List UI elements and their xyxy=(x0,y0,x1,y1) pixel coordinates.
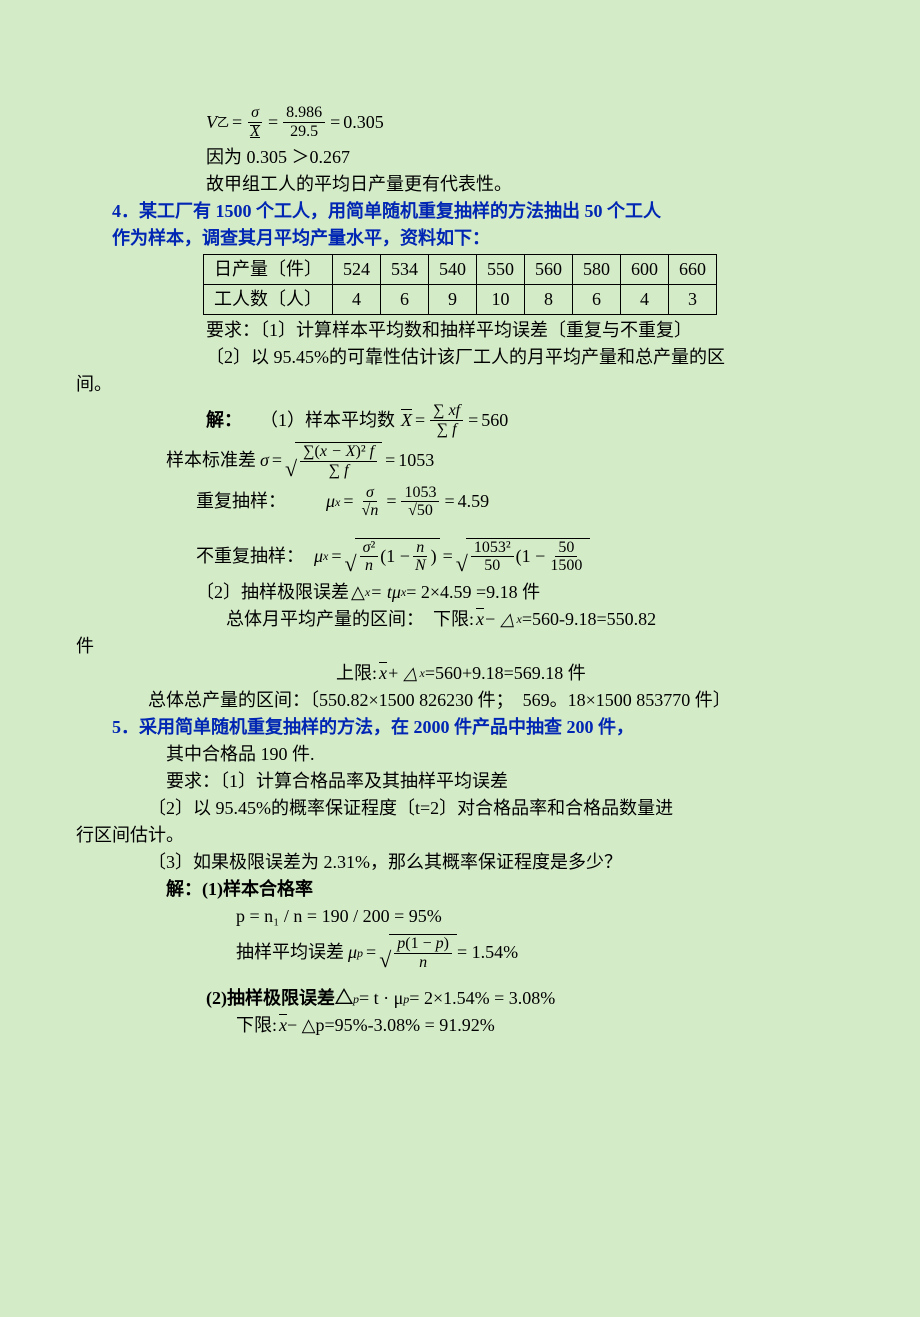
q5-mu: 抽样平均误差 μp = √ p(1 − p)n = 1.54% xyxy=(76,934,844,971)
limit-error: 〔2〕抽样极限误差 △x = tμx = 2×4.59 =9.18 件 xyxy=(76,579,844,606)
q5-p-eq: p = n₁ / n = 190 / 200 = 95% xyxy=(76,903,844,930)
std-label: 样本标准差 xyxy=(166,447,256,474)
q5-lower: 下限: x − △p=95%-3.08% = 91.92% xyxy=(76,1012,844,1039)
interval-upper: 上限: x + △x =560+9.18=569.18 件 xyxy=(76,660,844,687)
table-row: 工人数〔人〕 4 6 9 10 8 6 4 3 xyxy=(204,285,717,315)
table-row: 日产量〔件〕 524 534 540 550 560 580 600 660 xyxy=(204,255,717,285)
q5-l2: 其中合格品 190 件. xyxy=(76,741,844,768)
sol-label: 解： xyxy=(206,407,242,434)
q5-req2b: 行区间估计。 xyxy=(76,822,844,849)
conclusion-line: 故甲组工人的平均日产量更有代表性。 xyxy=(76,171,844,198)
solution-mean: 解： （1）样本平均数 X = ∑ xf∑ f = 560 xyxy=(76,402,844,438)
requirement-2b: 间。 xyxy=(76,371,844,398)
nonrepeated-sampling: 不重复抽样： μx = √ σ²n (1 − nN ) = √ 1053²50 … xyxy=(76,538,844,575)
q4-line2: 作为样本，调查其月平均产量水平，资料如下： xyxy=(76,225,844,252)
interval-lower: 总体月平均产量的区间： 下限: x − △x =560-9.18=550.82 xyxy=(76,606,844,633)
q5-req3: 〔3〕如果极限误差为 2.31%，那么其概率保证程度是多少？ xyxy=(76,849,844,876)
q5-mu-label: 抽样平均误差 xyxy=(236,939,344,966)
repeated-sampling: 重复抽样： μx = σ√n = 1053√50 = 4.59 xyxy=(76,484,844,520)
norep-label: 不重复抽样： xyxy=(196,543,304,570)
document-page: V乙 = σX = 8.98629.5 = 0.305 因为 0.305 ＞0.… xyxy=(0,0,920,1079)
q5-sol: 解：(1)样本合格率 xyxy=(76,876,844,903)
requirement-1: 要求：〔1〕计算样本平均数和抽样平均误差〔重复与不重复〕 xyxy=(76,317,844,344)
interval-lower-unit: 件 xyxy=(76,633,844,660)
solution-std: 样本标准差 σ= √ ∑(x − X)² f∑ f =1053 xyxy=(76,442,844,479)
q5-title: 5．采用简单随机重复抽样的方法，在 2000 件产品中抽查 200 件， xyxy=(76,714,844,741)
eq-vz: V乙 = σX = 8.98629.5 = 0.305 xyxy=(76,104,844,140)
q5-req1: 要求：〔1〕计算合格品率及其抽样平均误差 xyxy=(76,768,844,795)
production-table: 日产量〔件〕 524 534 540 550 560 580 600 660 工… xyxy=(203,254,717,315)
vz-sub: 乙 xyxy=(217,113,229,131)
total-range: 总体总产量的区间：〔550.82×1500 826230 件； 569。18×1… xyxy=(76,687,844,714)
vz-lhs: V xyxy=(206,109,217,136)
requirement-2a: 〔2〕以 95.45%的可靠性估计该厂工人的月平均产量和总产量的区 xyxy=(76,344,844,371)
sol1-label: （1）样本平均数 xyxy=(260,407,395,434)
q5-req2a: 〔2〕以 95.45%的概率保证程度〔t=2〕对合格品率和合格品数量进 xyxy=(76,795,844,822)
q4-line1: 4．某工厂有 1500 个工人，用简单随机重复抽样的方法抽出 50 个工人 xyxy=(76,198,844,225)
q5-part2: (2)抽样极限误差△p = t · μp = 2×1.54% = 3.08% xyxy=(76,985,844,1012)
compare-line: 因为 0.305 ＞0.267 xyxy=(76,144,844,171)
rep-label: 重复抽样： xyxy=(196,488,286,515)
